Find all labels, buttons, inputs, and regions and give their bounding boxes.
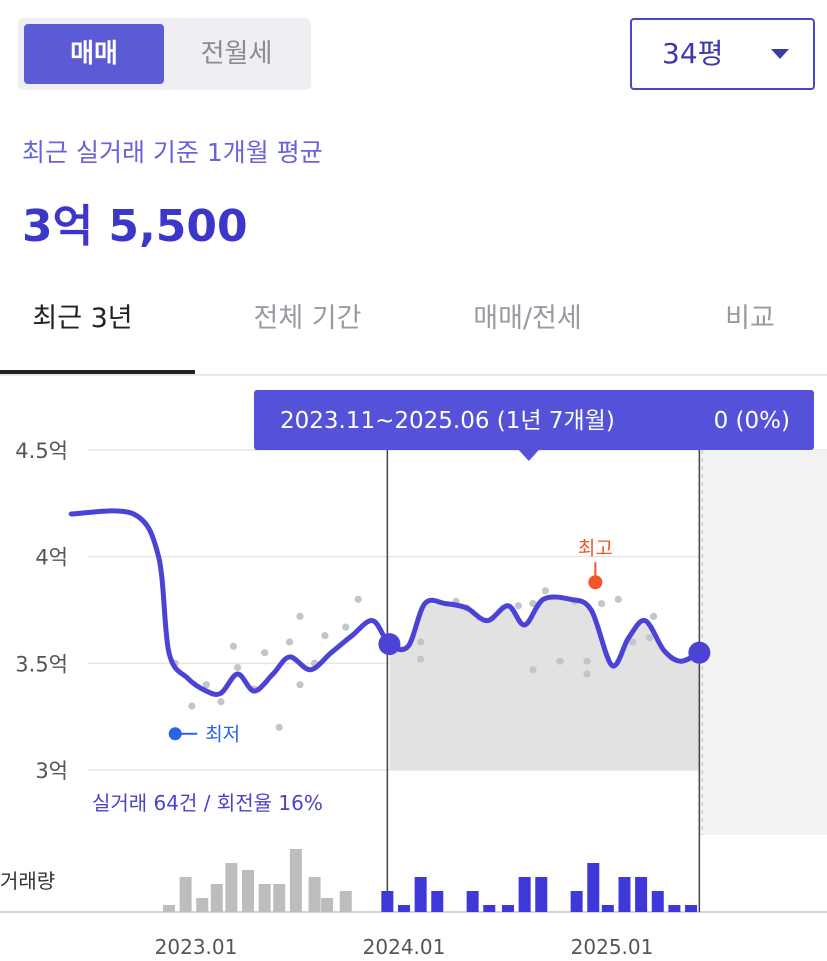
y-tick-label: 3억	[35, 759, 68, 783]
low-marker-label: 최저	[205, 724, 240, 746]
period-tabs: 최근 3년 전체 기간 매매/전세 비교	[0, 290, 827, 376]
tooltip-arrow	[518, 450, 539, 461]
transaction-dot	[417, 655, 425, 663]
tooltip-range: 2023.11~2025.06 (1년 7개월)	[280, 408, 615, 434]
transaction-dot	[354, 595, 362, 603]
average-price: 3억 5,500	[22, 201, 248, 252]
high-marker-label: 최고	[578, 537, 613, 559]
volume-bars	[162, 849, 698, 912]
volume-bar	[196, 898, 209, 912]
transaction-dot	[650, 612, 658, 620]
transaction-dot	[598, 600, 606, 608]
selection-start-handle	[378, 633, 401, 656]
x-tick-label: 2024.01	[363, 935, 446, 959]
size-dropdown[interactable]: 34평	[630, 18, 815, 90]
trade-type-toggle: 매매 전월세	[18, 18, 311, 90]
transaction-dot	[342, 623, 350, 631]
transaction-dot	[261, 649, 269, 657]
transaction-dot	[188, 702, 196, 710]
transaction-dot	[529, 600, 537, 608]
volume-bar	[587, 863, 600, 912]
transaction-dot	[296, 681, 304, 689]
future-area	[699, 450, 827, 835]
volume-bar	[635, 877, 648, 912]
sale-tab-button[interactable]: 매매	[24, 24, 164, 84]
volume-bar	[339, 891, 352, 912]
transaction-dot	[614, 595, 622, 603]
active-tab-indicator	[0, 370, 195, 374]
volume-bar	[651, 891, 664, 912]
transaction-dot	[583, 670, 591, 678]
y-tick-label: 4.5억	[15, 439, 68, 463]
transaction-dot	[321, 632, 329, 640]
volume-bar	[162, 905, 175, 912]
volume-bar	[570, 891, 583, 912]
volume-bar	[398, 905, 410, 912]
volume-bar	[242, 870, 254, 912]
transaction-dot	[541, 587, 550, 595]
y-tick-label: 4억	[35, 546, 68, 570]
tooltip-change: 0 (0%)	[714, 408, 790, 434]
x-tick-label: 2025.01	[571, 935, 654, 959]
range-tooltip: 2023.11~2025.06 (1년 7개월) 0 (0%)	[254, 390, 814, 461]
tab-recent-3-years[interactable]: 최근 3년	[32, 303, 133, 334]
tab-compare[interactable]: 비교	[725, 303, 775, 334]
rent-tab-button[interactable]: 전월세	[200, 39, 273, 69]
volume-bar	[225, 863, 238, 912]
x-tick-label: 2023.01	[155, 935, 238, 959]
volume-bar	[308, 877, 321, 912]
price-basis-label: 최근 실거래 기준 1개월 평균	[22, 138, 323, 167]
volume-bar	[431, 891, 444, 912]
high-marker-dot	[588, 575, 603, 590]
transaction-dot	[629, 638, 637, 646]
transaction-dot	[217, 698, 225, 706]
volume-bar	[601, 905, 614, 912]
transaction-dot	[296, 612, 304, 620]
volume-bar	[483, 905, 496, 912]
volume-bar	[618, 877, 631, 912]
volume-bar	[518, 877, 531, 912]
transaction-dot	[556, 657, 564, 665]
volume-bar	[179, 877, 192, 912]
volume-bar	[414, 877, 427, 912]
transaction-dot	[529, 666, 537, 674]
volume-bar	[685, 905, 698, 912]
tooltip-box	[254, 390, 814, 450]
volume-bar	[258, 884, 271, 912]
transaction-dot	[286, 638, 294, 646]
volume-bar	[535, 877, 548, 912]
y-tick-label: 3.5억	[15, 652, 68, 676]
selection-fill	[389, 599, 700, 770]
volume-bar	[381, 891, 394, 912]
transaction-stats: 실거래 64건 / 회전율 16%	[92, 791, 323, 815]
transaction-dot	[645, 634, 654, 642]
transaction-dot	[514, 602, 523, 610]
caret-down-icon	[771, 49, 789, 59]
tab-all-periods[interactable]: 전체 기간	[253, 303, 362, 334]
transaction-dot	[417, 638, 425, 646]
transaction-dot	[202, 681, 210, 689]
volume-bar	[502, 905, 514, 912]
volume-bar	[289, 849, 302, 912]
selection-end-handle	[688, 641, 711, 664]
transaction-dot	[275, 723, 283, 731]
transaction-dot	[234, 664, 242, 672]
selection-area	[386, 450, 827, 912]
volume-bar	[273, 884, 286, 912]
transaction-dot	[229, 642, 238, 650]
volume-bar	[321, 898, 334, 912]
size-dropdown-value: 34평	[662, 37, 724, 70]
volume-label: 거래량	[0, 869, 55, 893]
volume-bar	[466, 891, 479, 912]
transaction-dot	[583, 657, 591, 665]
tab-sale-vs-jeonse[interactable]: 매매/전세	[473, 303, 582, 334]
volume-bar	[668, 905, 681, 912]
volume-bar	[210, 884, 223, 912]
